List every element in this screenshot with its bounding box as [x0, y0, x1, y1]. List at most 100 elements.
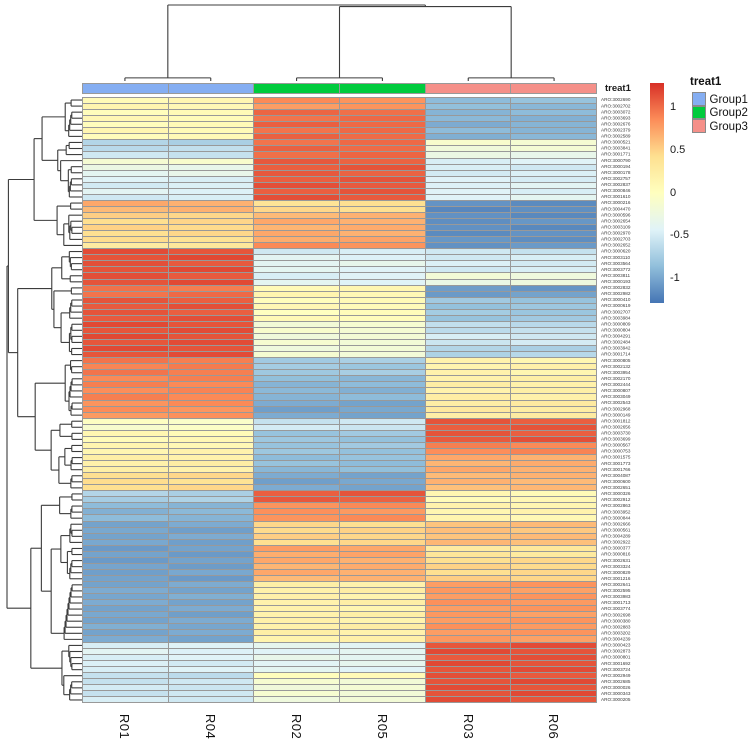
- heatmap-cell: [168, 594, 254, 600]
- row-label: ARO:3003730: [601, 430, 631, 436]
- heatmap-cell: [254, 255, 339, 261]
- heatmap-cell: [511, 352, 596, 358]
- heatmap-cell: [511, 315, 596, 321]
- heatmap-cell: [168, 533, 254, 539]
- heatmap-cell: [254, 503, 339, 509]
- heatmap-cell: [254, 285, 339, 291]
- row-label: ARO:3001713: [601, 600, 631, 606]
- heatmap-cell: [83, 285, 168, 291]
- heatmap-cell: [254, 219, 339, 225]
- heatmap-cell: [254, 352, 339, 358]
- heatmap-cell: [339, 340, 425, 346]
- heatmap-cell: [168, 188, 254, 194]
- heatmap-cell: [339, 588, 425, 594]
- heatmap-cell: [339, 612, 425, 618]
- heatmap-cell: [339, 212, 425, 218]
- row-label: ARO:3002832: [601, 285, 631, 291]
- column-dendrogram: [124, 4, 555, 81]
- row-label: ARO:3003109: [601, 224, 631, 230]
- heatmap-cell: [511, 575, 596, 581]
- row-label: ARO:3002652: [601, 242, 631, 248]
- heatmap-cell: [425, 594, 511, 600]
- heatmap-cell: [83, 630, 168, 636]
- heatmap-cell: [339, 285, 425, 291]
- legend-group-label: Group2: [709, 107, 748, 119]
- heatmap-cell: [254, 104, 339, 110]
- heatmap-cell: [254, 261, 339, 267]
- heatmap-cell: [168, 152, 254, 158]
- row-label: ARO:3000521: [601, 139, 631, 145]
- heatmap-cell: [425, 503, 511, 509]
- heatmap-cell: [339, 684, 425, 690]
- heatmap-cell: [425, 557, 511, 563]
- heatmap-cell: [511, 243, 596, 249]
- heatmap-cell: [254, 98, 339, 104]
- annotation-cell-R01: [83, 84, 168, 93]
- heatmap-cell: [511, 291, 596, 297]
- heatmap-cell: [425, 340, 511, 346]
- heatmap-cell: [83, 273, 168, 279]
- heatmap-cell: [511, 170, 596, 176]
- heatmap-cell: [339, 164, 425, 170]
- heatmap-cell: [168, 442, 254, 448]
- heatmap-cell: [511, 212, 596, 218]
- heatmap-cell: [339, 660, 425, 666]
- heatmap-cell: [339, 557, 425, 563]
- heatmap-cell: [511, 545, 596, 551]
- heatmap-cell: [83, 200, 168, 206]
- heatmap-cell: [511, 696, 596, 702]
- heatmap-cell: [168, 297, 254, 303]
- heatmap-cell: [425, 539, 511, 545]
- column-label-cell: R04: [168, 707, 254, 749]
- heatmap-cell: [254, 515, 339, 521]
- heatmap-cell: [254, 297, 339, 303]
- heatmap-cell: [425, 285, 511, 291]
- heatmap-cell: [425, 382, 511, 388]
- row-label: ARO:3002641: [601, 582, 631, 587]
- heatmap-cell: [168, 588, 254, 594]
- heatmap-cell: [425, 279, 511, 285]
- heatmap-cell: [168, 225, 254, 231]
- annotation-bar-label: treat1: [605, 83, 631, 94]
- heatmap-cell: [339, 600, 425, 606]
- heatmap-cell: [511, 461, 596, 467]
- heatmap-cell: [168, 261, 254, 267]
- heatmap-cell: [168, 200, 254, 206]
- heatmap-cell: [83, 660, 168, 666]
- heatmap-cell: [425, 696, 511, 702]
- heatmap-cell: [83, 491, 168, 497]
- heatmap-cell: [168, 309, 254, 315]
- heatmap-cell: [425, 424, 511, 430]
- heatmap-cell: [339, 527, 425, 533]
- heatmap-cell: [425, 110, 511, 116]
- row-label: ARO:3002912: [601, 497, 631, 503]
- heatmap-cell: [425, 412, 511, 418]
- heatmap-cell: [511, 110, 596, 116]
- row-label: ARO:3001771: [601, 151, 631, 157]
- row-label: ARO:3001773: [601, 460, 631, 466]
- heatmap-cell: [83, 333, 168, 339]
- heatmap-cell: [425, 600, 511, 606]
- heatmap-cell: [339, 521, 425, 527]
- row-label: ARO:3003942: [601, 345, 631, 351]
- heatmap-cell: [83, 291, 168, 297]
- annotation-cell-R02: [254, 84, 339, 93]
- heatmap-cell: [83, 219, 168, 225]
- row-label: ARO:3002654: [601, 218, 631, 224]
- row-label: ARO:3003841: [601, 145, 631, 151]
- heatmap-cell: [511, 648, 596, 654]
- legend-swatch: [692, 105, 706, 119]
- row-label: ARO:3000846: [601, 188, 631, 194]
- heatmap-cell: [254, 473, 339, 479]
- annotation-cell-R03: [425, 84, 511, 93]
- heatmap-cell: [511, 146, 596, 152]
- heatmap-cell: [168, 327, 254, 333]
- heatmap-cell: [83, 563, 168, 569]
- heatmap-cell: [425, 182, 511, 188]
- row-label: ARO:3002757: [601, 175, 631, 181]
- heatmap-cell: [168, 376, 254, 382]
- heatmap-cell: [511, 448, 596, 454]
- heatmap-cell: [511, 454, 596, 460]
- heatmap-cell: [168, 388, 254, 394]
- heatmap-cell: [254, 612, 339, 618]
